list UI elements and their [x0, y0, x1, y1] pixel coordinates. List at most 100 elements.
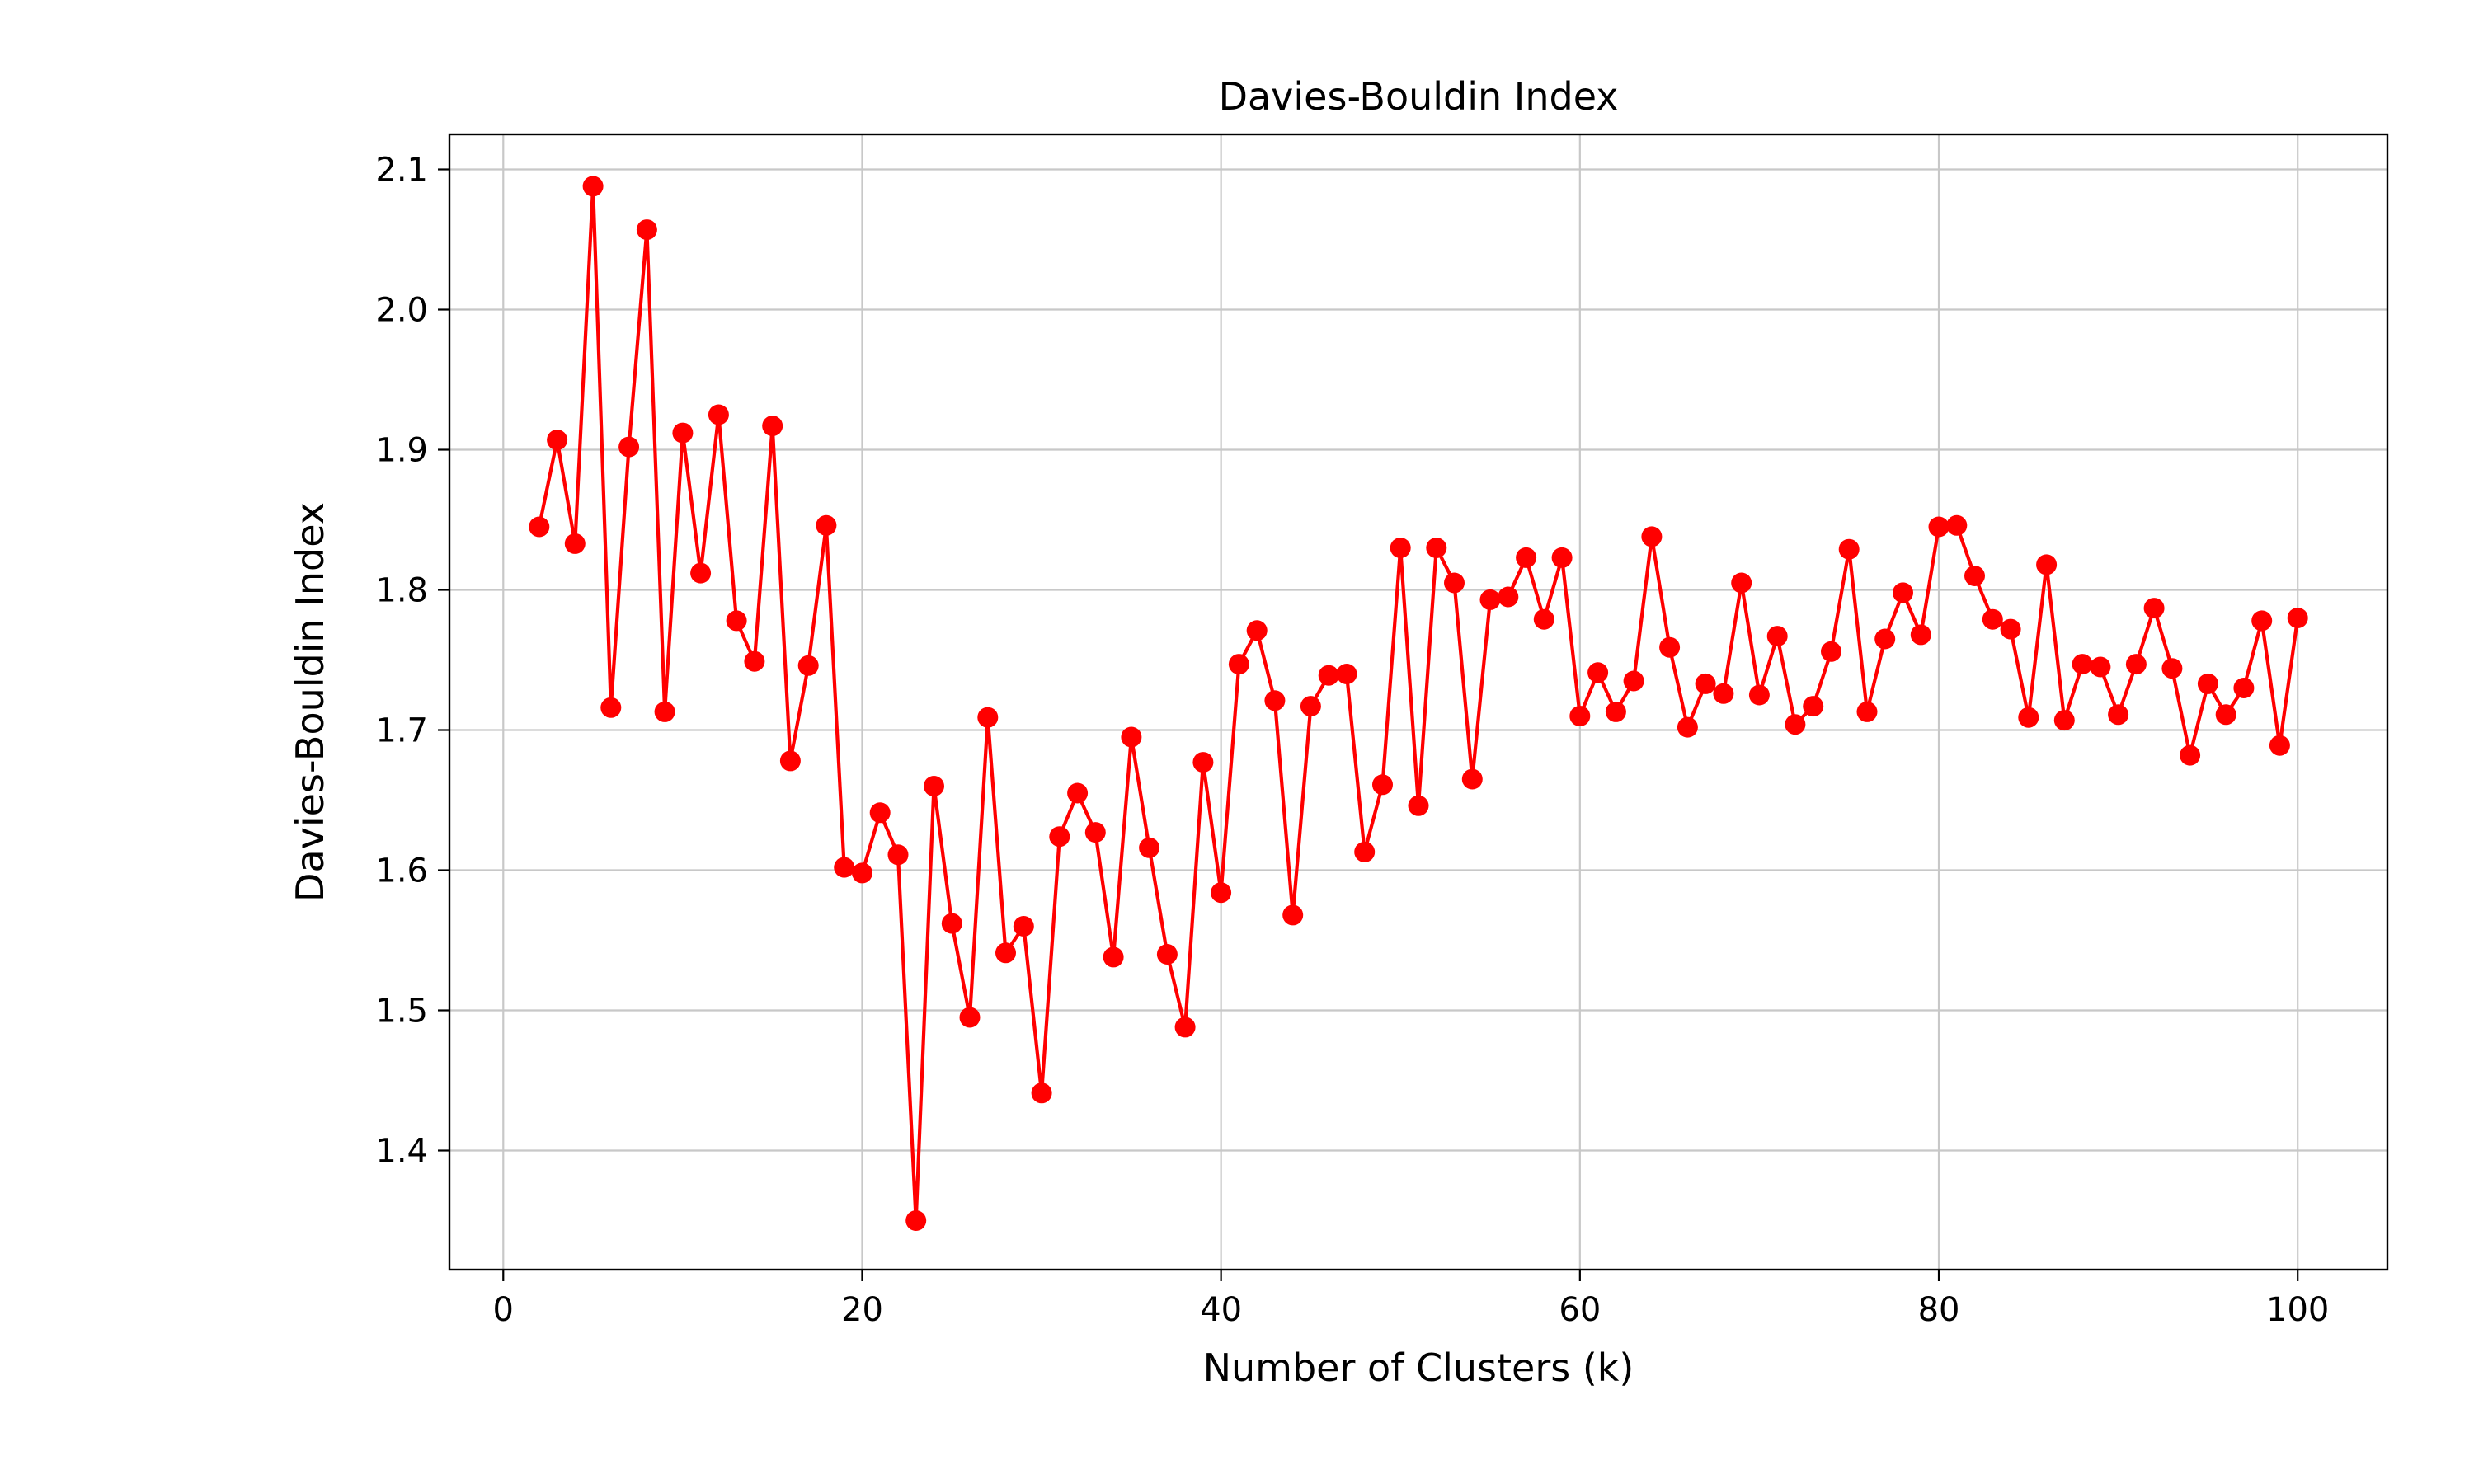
data-point [1192, 752, 1214, 773]
data-point [1695, 673, 1716, 694]
data-point [1408, 795, 1429, 816]
y-tick-label: 1.9 [375, 432, 428, 470]
data-point [1336, 664, 1357, 684]
data-point [1444, 572, 1465, 594]
y-tick-label: 1.8 [375, 572, 428, 610]
data-point [1551, 547, 1573, 568]
data-point [1031, 1082, 1052, 1104]
data-point [1246, 620, 1268, 641]
y-tick-label: 1.7 [375, 712, 428, 750]
data-point [1766, 626, 1788, 647]
data-point [618, 436, 640, 458]
data-point [1300, 696, 1321, 717]
data-point [1426, 538, 1447, 558]
data-point [816, 514, 837, 536]
data-point [1372, 774, 1393, 796]
data-point [1785, 714, 1806, 735]
data-point [2036, 554, 2058, 575]
data-point [1803, 696, 1824, 717]
data-point [1893, 582, 1913, 603]
data-point [924, 776, 944, 796]
data-point [1139, 837, 1160, 858]
y-tick-label: 1.4 [375, 1133, 428, 1171]
data-point [1677, 716, 1698, 738]
x-axis-title: Number of Clusters (k) [1203, 1345, 1634, 1390]
data-point [2143, 598, 2165, 619]
data-point [1211, 882, 1232, 904]
data-point [995, 942, 1016, 964]
x-tick-label: 80 [1918, 1291, 1960, 1329]
data-point [708, 404, 729, 425]
data-point [2233, 678, 2255, 698]
x-tick-label: 40 [1200, 1291, 1242, 1329]
data-point [2197, 673, 2218, 694]
data-point [1964, 566, 1985, 586]
data-point [2161, 658, 2183, 679]
data-point [2018, 707, 2039, 728]
data-point [2251, 610, 2273, 632]
data-point [977, 707, 999, 728]
data-point [2072, 654, 2093, 675]
data-point [852, 862, 872, 884]
data-point [1103, 946, 1124, 968]
data-point [1659, 636, 1681, 658]
data-point [2053, 710, 2075, 731]
y-tick-label: 1.6 [375, 852, 428, 890]
data-point [2269, 735, 2290, 756]
data-point [1713, 683, 1734, 704]
data-point [941, 913, 962, 934]
x-tick-label: 0 [493, 1291, 514, 1329]
data-point [2090, 656, 2111, 678]
data-point [636, 219, 657, 241]
data-point [1731, 572, 1752, 594]
data-point [2180, 744, 2201, 766]
data-point [1874, 628, 1896, 650]
data-point [690, 562, 712, 584]
data-point [762, 416, 783, 437]
axis-ticks: 0 20 40 60 80 100 1.4 1.5 1.6 1.7 1.8 1.9 2.0 2.1 [375, 152, 2329, 1330]
data-point [1498, 586, 1519, 608]
data-point [1856, 701, 1878, 722]
data-point [726, 610, 747, 632]
data-point [654, 701, 675, 722]
data-point [1516, 547, 1537, 568]
y-tick-label: 2.1 [375, 152, 428, 190]
data-point [1821, 641, 1841, 662]
data-point [1156, 944, 1178, 965]
data-point [1390, 538, 1411, 558]
data-point [1084, 822, 1106, 843]
series-line [529, 176, 2308, 1231]
data-point [1264, 690, 1286, 711]
data-point [2215, 704, 2236, 726]
data-point [959, 1007, 981, 1028]
data-point [744, 650, 765, 672]
data-point [1067, 782, 1089, 804]
data-point [547, 430, 568, 451]
y-axis-title: Davies-Bouldin Index [288, 502, 332, 902]
x-tick-label: 60 [1559, 1291, 1601, 1329]
data-point [1623, 670, 1644, 692]
data-point [1748, 684, 1770, 706]
data-point [1587, 662, 1609, 683]
data-point [2125, 654, 2147, 675]
data-point [887, 844, 909, 866]
data-point [564, 533, 586, 554]
data-point [1318, 665, 1339, 686]
data-point [1641, 526, 1663, 547]
y-tick-label: 2.0 [375, 292, 428, 330]
data-point [672, 422, 694, 444]
data-point [834, 857, 855, 878]
data-point [1121, 726, 1142, 748]
data-point [1049, 826, 1070, 848]
x-tick-label: 20 [841, 1291, 883, 1329]
data-point [1569, 706, 1591, 726]
data-point [529, 516, 550, 538]
data-point [2000, 618, 2021, 640]
data-point [1461, 768, 1483, 790]
y-tick-label: 1.5 [375, 993, 428, 1031]
x-tick-label: 100 [2266, 1291, 2329, 1329]
data-point [1354, 841, 1376, 862]
data-point [1928, 516, 1950, 538]
